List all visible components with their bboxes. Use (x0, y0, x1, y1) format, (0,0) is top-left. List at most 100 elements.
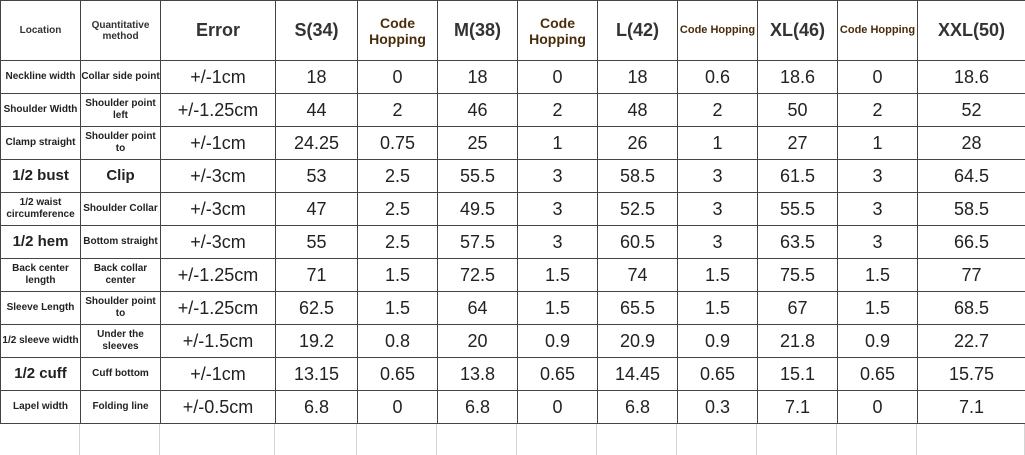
tolerance: +/-3cm (161, 160, 276, 193)
measurement: 0 (838, 391, 918, 424)
measurement: 14.45 (598, 358, 678, 391)
measurement: 0.9 (678, 325, 758, 358)
measurement: 0.75 (358, 127, 438, 160)
measurement: 2.5 (358, 160, 438, 193)
measurement: 13.15 (276, 358, 358, 391)
measurement: 60.5 (598, 226, 678, 259)
measurement: 48 (598, 94, 678, 127)
header-cell: XXL(50) (918, 1, 1025, 61)
measurement: 61.5 (758, 160, 838, 193)
tolerance: +/-1.25cm (161, 94, 276, 127)
measurement: 0.65 (838, 358, 918, 391)
measurement: 24.25 (276, 127, 358, 160)
measurement: 3 (518, 226, 598, 259)
measurement: 53 (276, 160, 358, 193)
row-label: Sleeve Length (1, 292, 81, 325)
measurement: 72.5 (438, 259, 518, 292)
measurement: 3 (838, 160, 918, 193)
tolerance: +/-1.5cm (161, 325, 276, 358)
row-label: Clamp straight (1, 127, 81, 160)
measurement: 49.5 (438, 193, 518, 226)
measurement: 0 (518, 61, 598, 94)
measurement: 18 (276, 61, 358, 94)
measurement: 3 (838, 226, 918, 259)
measurement: 0.65 (518, 358, 598, 391)
header-cell: Code Hopping (678, 1, 758, 61)
tolerance: +/-0.5cm (161, 391, 276, 424)
measurement: 0.9 (518, 325, 598, 358)
row-label: Shoulder point left (81, 94, 161, 127)
measurement: 64 (438, 292, 518, 325)
measurement: 28 (918, 127, 1025, 160)
measurement: 1.5 (358, 292, 438, 325)
row-label: Folding line (81, 391, 161, 424)
measurement: 64.5 (918, 160, 1025, 193)
measurement: 6.8 (598, 391, 678, 424)
measurement: 1.5 (518, 259, 598, 292)
measurement: 25 (438, 127, 518, 160)
measurement: 7.1 (918, 391, 1025, 424)
measurement: 20.9 (598, 325, 678, 358)
row-label: Shoulder point to (81, 127, 161, 160)
measurement: 3 (678, 226, 758, 259)
header-cell: Code Hopping (358, 1, 438, 61)
measurement: 0 (518, 391, 598, 424)
row-label: Bottom straight (81, 226, 161, 259)
tolerance: +/-3cm (161, 226, 276, 259)
row-label: Lapel width (1, 391, 81, 424)
measurement: 22.7 (918, 325, 1025, 358)
measurement: 2 (678, 94, 758, 127)
measurement: 2 (358, 94, 438, 127)
tolerance: +/-1cm (161, 358, 276, 391)
row-label: 1/2 bust (1, 160, 81, 193)
measurement: 18.6 (758, 61, 838, 94)
measurement: 3 (518, 160, 598, 193)
measurement: 0.65 (678, 358, 758, 391)
measurement: 1.5 (678, 259, 758, 292)
measurement: 71 (276, 259, 358, 292)
tolerance: +/-3cm (161, 193, 276, 226)
measurement: 21.8 (758, 325, 838, 358)
tolerance: +/-1.25cm (161, 292, 276, 325)
measurement: 7.1 (758, 391, 838, 424)
header-cell: Code Hopping (838, 1, 918, 61)
measurement: 20 (438, 325, 518, 358)
measurement: 46 (438, 94, 518, 127)
measurement: 47 (276, 193, 358, 226)
measurement: 2.5 (358, 193, 438, 226)
measurement: 63.5 (758, 226, 838, 259)
measurement: 3 (838, 193, 918, 226)
measurement: 1.5 (838, 259, 918, 292)
measurement: 65.5 (598, 292, 678, 325)
tolerance: +/-1.25cm (161, 259, 276, 292)
row-label: 1/2 cuff (1, 358, 81, 391)
measurement: 58.5 (598, 160, 678, 193)
measurement: 52.5 (598, 193, 678, 226)
measurement: 3 (678, 160, 758, 193)
row-label: Collar side point (81, 61, 161, 94)
measurement: 58.5 (918, 193, 1025, 226)
row-label: Back center length (1, 259, 81, 292)
measurement: 52 (918, 94, 1025, 127)
header-cell: Code Hopping (518, 1, 598, 61)
measurement: 50 (758, 94, 838, 127)
empty-grid (0, 424, 1025, 455)
header-cell: L(42) (598, 1, 678, 61)
measurement: 3 (678, 193, 758, 226)
measurement: 0.6 (678, 61, 758, 94)
header-cell: XL(46) (758, 1, 838, 61)
measurement: 55 (276, 226, 358, 259)
measurement: 77 (918, 259, 1025, 292)
header-cell: M(38) (438, 1, 518, 61)
measurement: 1.5 (838, 292, 918, 325)
measurement: 2.5 (358, 226, 438, 259)
measurement: 18 (438, 61, 518, 94)
